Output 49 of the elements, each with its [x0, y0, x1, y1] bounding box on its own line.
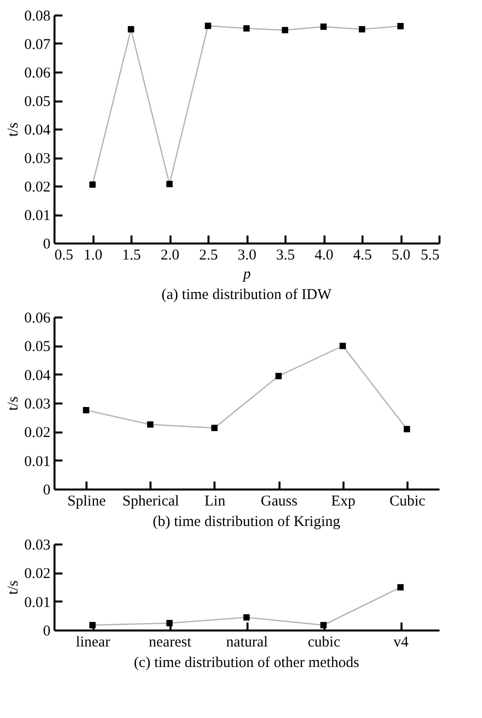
y-tick-label: 0.02 [24, 425, 50, 442]
x-tick-label: 3.5 [276, 248, 295, 264]
x-tick-label: linear [76, 634, 110, 650]
x-tick-label: 5.0 [392, 248, 410, 264]
x-tick-label: Lin [204, 494, 226, 510]
x-tick-label: Cubic [389, 494, 426, 510]
y-tick-label: 0.06 [24, 66, 51, 82]
y-tick-label: 0.05 [24, 339, 50, 356]
y-tick-label: 0 [43, 624, 50, 640]
x-tick-label: v4 [394, 634, 409, 650]
text: (a) time distribution of IDW [162, 287, 332, 303]
y-tick-label: 0.04 [24, 368, 51, 384]
x-tick-label: 4.0 [314, 248, 334, 264]
x-tick-label: Exp [331, 494, 356, 510]
y-tick-label: 0.01 [24, 594, 50, 611]
x-tick-label: Spline [67, 494, 106, 510]
y-axis-title: t/s [5, 580, 22, 595]
text: (b) time distribution of Kriging [152, 514, 341, 530]
y-tick-label: 0.02 [24, 180, 50, 196]
x-tick-label: nearest [148, 634, 192, 650]
text: (c) time distribution of other methods [134, 655, 360, 671]
x-tick-label: Spherical [122, 494, 180, 510]
x-axis-title: p [242, 266, 252, 282]
y-axis-title: t/s [5, 122, 22, 137]
x-tick-label: 2.5 [199, 248, 218, 264]
y-tick-label: 0.03 [24, 151, 50, 167]
y-tick-label: 0.02 [24, 566, 50, 582]
y-tick-label: 0.04 [24, 122, 51, 138]
y-tick-label: 0 [43, 482, 50, 498]
x-tick-label: 2.0 [160, 248, 180, 264]
y-tick-label: 0.01 [24, 208, 50, 224]
y-axis-title: t/s [5, 396, 22, 411]
x-tick-label: 1.0 [84, 248, 102, 264]
x-tick-label: Gauss [260, 494, 298, 510]
y-tick-label: 0.08 [24, 8, 50, 24]
x-tick-label: 0.5 [54, 248, 74, 264]
y-tick-label: 0.06 [24, 310, 51, 326]
x-tick-label: 1.5 [122, 248, 141, 264]
x-tick-label: 5.5 [420, 248, 440, 264]
y-tick-label: 0.07 [24, 37, 51, 53]
y-tick-label: 0.03 [24, 538, 50, 554]
y-tick-label: 0.03 [24, 396, 50, 412]
x-tick-label: 4.5 [353, 248, 372, 264]
x-tick-label: natural [226, 634, 268, 650]
y-tick-label: 0.05 [24, 94, 50, 110]
y-tick-label: 0 [43, 236, 50, 252]
x-tick-label: 3.0 [238, 248, 256, 264]
y-tick-label: 0.01 [24, 454, 50, 470]
x-tick-label: cubic [308, 634, 341, 650]
